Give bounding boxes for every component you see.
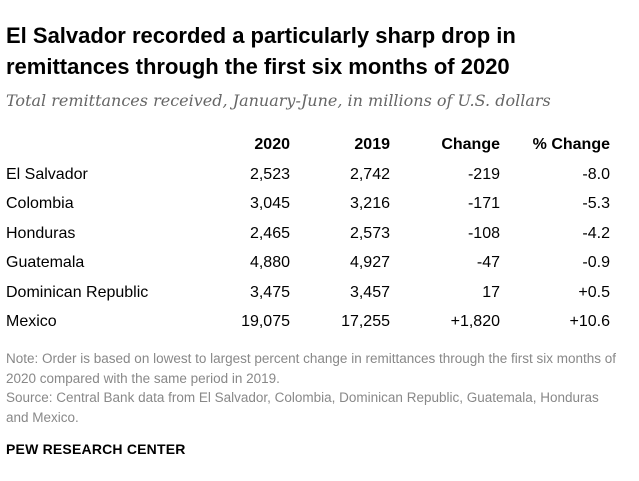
cell-2019: 2,742	[290, 160, 390, 190]
table-row: Colombia 3,045 3,216 -171 -5.3	[0, 190, 610, 220]
column-header-2020-label: 2020	[254, 136, 290, 153]
cell-2019: 3,216	[290, 190, 390, 220]
cell-2019-value: 2,573	[349, 224, 390, 242]
cell-2020: 3,475	[212, 278, 290, 308]
cell-2020-value: 2,465	[249, 224, 290, 242]
column-header-pct-change: % Change	[500, 130, 610, 160]
cell-country: Mexico	[6, 313, 57, 331]
cell-2020-value: 3,475	[249, 283, 290, 301]
cell-pct-change-value: -5.3	[582, 195, 610, 213]
cell-2020-value: 4,880	[249, 254, 290, 272]
column-header-2019: 2019	[290, 130, 390, 160]
cell-2020: 2,465	[212, 219, 290, 249]
column-header-2020: 2020	[212, 130, 290, 160]
cell-pct-change-value: -0.9	[582, 254, 610, 272]
cell-2019-value: 4,927	[349, 254, 390, 272]
cell-change-value: -219	[467, 165, 500, 183]
cell-pct-change: -0.9	[500, 249, 610, 279]
cell-change: +1,820	[390, 308, 500, 338]
table-row: El Salvador 2,523 2,742 -219 -8.0	[0, 160, 610, 190]
column-header-2019-label: 2019	[354, 136, 390, 153]
column-header-change-label: Change	[441, 136, 500, 153]
cell-change: -108	[390, 219, 500, 249]
cell-pct-change-value: +0.5	[578, 283, 610, 301]
remittances-table: 2020 2019 Change % Change El Salvador 2,…	[0, 130, 610, 337]
cell-pct-change: -4.2	[500, 219, 610, 249]
cell-pct-change: -5.3	[500, 190, 610, 220]
cell-2020: 19,075	[212, 308, 290, 338]
column-header-change: Change	[390, 130, 500, 160]
cell-2020-value: 19,075	[241, 313, 290, 331]
cell-country: El Salvador	[6, 165, 88, 183]
table-row: Guatemala 4,880 4,927 -47 -0.9	[0, 249, 610, 279]
column-header-pct-change-label: % Change	[532, 136, 610, 153]
cell-change-value: -171	[467, 195, 500, 213]
chart-title: El Salvador recorded a particularly shar…	[6, 23, 516, 79]
cell-2019: 3,457	[290, 278, 390, 308]
cell-2020: 2,523	[212, 160, 290, 190]
table-row: Dominican Republic 3,475 3,457 17 +0.5	[0, 278, 610, 308]
cell-pct-change: -8.0	[500, 160, 610, 190]
cell-2019-value: 3,457	[349, 283, 390, 301]
cell-change-value: -108	[467, 224, 500, 242]
cell-pct-change: +0.5	[500, 278, 610, 308]
cell-country: Colombia	[6, 195, 74, 213]
cell-change-value: -47	[476, 254, 500, 272]
cell-change: -219	[390, 160, 500, 190]
cell-pct-change: +10.6	[500, 308, 610, 338]
cell-pct-change-value: -8.0	[582, 165, 610, 183]
table-header-row: 2020 2019 Change % Change	[0, 130, 610, 160]
cell-2020: 4,880	[212, 249, 290, 279]
column-header-country	[0, 130, 212, 160]
cell-change: 17	[390, 278, 500, 308]
cell-2020-value: 3,045	[249, 195, 290, 213]
cell-2019: 2,573	[290, 219, 390, 249]
cell-2019-value: 2,742	[349, 165, 390, 183]
table-row: Honduras 2,465 2,573 -108 -4.2	[0, 219, 610, 249]
cell-2019-value: 17,255	[341, 313, 390, 331]
source-text: Source: Central Bank data from El Salvad…	[6, 390, 599, 425]
cell-2019: 17,255	[290, 308, 390, 338]
cell-2020: 3,045	[212, 190, 290, 220]
cell-change-value: +1,820	[450, 313, 500, 331]
cell-2019: 4,927	[290, 249, 390, 279]
chart-note: Note: Order is based on lowest to larges…	[6, 349, 621, 427]
note-text: Note: Order is based on lowest to larges…	[6, 351, 617, 386]
cell-change-value: 17	[482, 283, 500, 301]
cell-2020-value: 2,523	[249, 165, 290, 183]
table-row: Mexico 19,075 17,255 +1,820 +10.6	[0, 308, 610, 338]
cell-pct-change-value: +10.6	[569, 313, 610, 331]
chart-subtitle: Total remittances received, January-June…	[6, 91, 551, 110]
cell-pct-change-value: -4.2	[582, 224, 610, 242]
cell-country: Guatemala	[6, 254, 85, 272]
cell-country: Honduras	[6, 224, 76, 242]
cell-change: -47	[390, 249, 500, 279]
cell-country: Dominican Republic	[6, 283, 149, 301]
cell-2019-value: 3,216	[349, 195, 390, 213]
cell-change: -171	[390, 190, 500, 220]
pew-research-center-logo: PEW RESEARCH CENTER	[6, 441, 186, 457]
